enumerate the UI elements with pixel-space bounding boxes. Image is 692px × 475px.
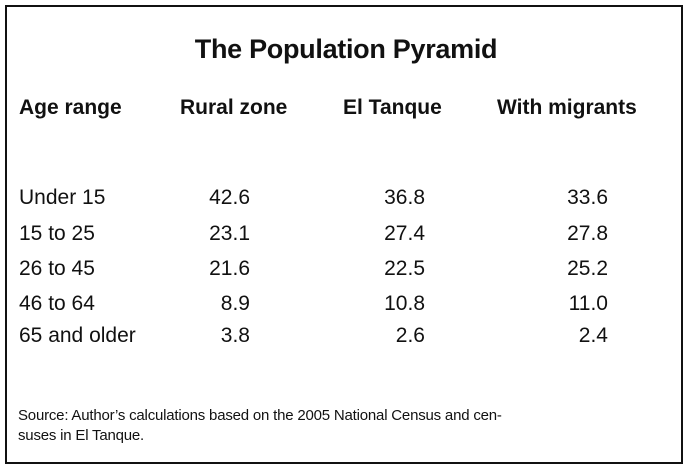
age-range-cell: 15 to 25 <box>19 222 95 245</box>
age-range-cell: 46 to 64 <box>19 292 95 315</box>
with-migrants-cell: 27.8 <box>567 222 608 245</box>
with-migrants-cell: 11.0 <box>568 292 608 315</box>
table-row: 65 and older 3.8 2.6 2.4 <box>0 324 692 358</box>
el-tanque-cell: 2.6 <box>395 324 425 347</box>
rural-zone-cell: 23.1 <box>209 222 250 245</box>
table-title: The Population Pyramid <box>194 34 498 64</box>
with-migrants-cell: 33.6 <box>567 186 608 209</box>
age-range-cell: Under 15 <box>19 186 106 209</box>
rural-zone-cell: 21.6 <box>209 257 250 280</box>
source-note: Source: Author’s calculations based on t… <box>18 406 673 446</box>
table-row: 15 to 25 23.1 27.4 27.8 <box>0 222 692 256</box>
header-el-tanque: El Tanque <box>343 96 442 119</box>
table-row: Under 15 42.6 36.8 33.6 <box>0 186 692 220</box>
el-tanque-cell: 22.5 <box>384 257 425 280</box>
with-migrants-cell: 25.2 <box>567 257 608 280</box>
rural-zone-cell: 42.6 <box>209 186 250 209</box>
header-age-range: Age range <box>19 96 122 119</box>
table-row: 26 to 45 21.6 22.5 25.2 <box>0 257 692 291</box>
el-tanque-cell: 36.8 <box>384 186 425 209</box>
age-range-cell: 26 to 45 <box>19 257 95 280</box>
header-with-migrants: With migrants <box>497 96 637 119</box>
el-tanque-cell: 10.8 <box>384 292 425 315</box>
source-line: suses in El Tanque. <box>18 427 145 444</box>
el-tanque-cell: 27.4 <box>384 222 425 245</box>
table-row: 46 to 64 8.9 10.8 11.0 <box>0 292 692 326</box>
source-line: Source: Author’s calculations based on t… <box>18 407 502 424</box>
rural-zone-cell: 8.9 <box>220 292 250 315</box>
table-frame <box>5 5 683 464</box>
rural-zone-cell: 3.8 <box>220 324 250 347</box>
header-rural-zone: Rural zone <box>180 96 288 119</box>
age-range-cell: 65 and older <box>19 324 136 347</box>
with-migrants-cell: 2.4 <box>578 324 608 347</box>
